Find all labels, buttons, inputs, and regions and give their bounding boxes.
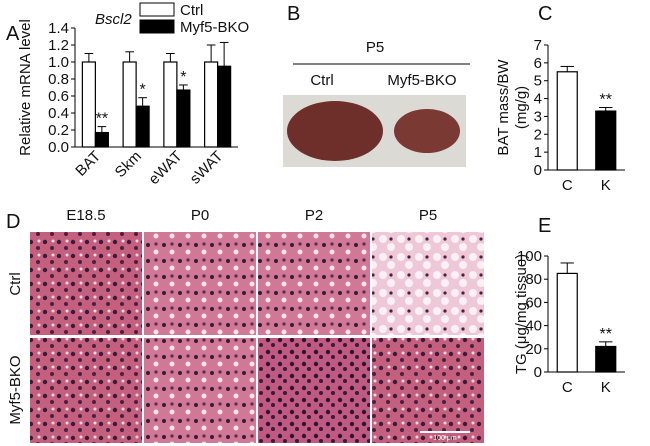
y-tick-label: 0.8 [48,71,69,88]
legend-label: Myf5-BKO [180,19,249,36]
y-axis-label: (mg/g) [513,86,530,129]
y-axis-label: Relative mRNA level [17,19,34,156]
bar [217,65,232,148]
micrograph [144,232,256,335]
annotation: * [180,69,186,86]
row-label: Myf5-BKO [7,355,24,424]
y-tick-label: 0 [534,364,542,381]
bar [135,105,150,148]
tissue [287,101,383,161]
y-tick-label: 1 [534,144,542,161]
micrograph [258,338,370,443]
bar [94,131,109,148]
x-tick-label: BAT [72,148,104,180]
y-tick-label: 0.6 [48,88,69,105]
y-tick-label: 3 [534,108,542,125]
y-tick-label: 100 [517,248,542,265]
x-tick-label: C [562,177,573,194]
panel-b-label: Ctrl [310,72,333,89]
bar [176,89,191,148]
micrograph [144,338,256,443]
subtitle: Bscl2 [95,11,132,28]
histology-grid: 100 μm [30,232,484,443]
annotation: * [140,82,146,99]
row-label: Ctrl [7,272,24,295]
y-tick-label: 0.0 [48,139,69,156]
y-axis-label: BAT mass/BW [495,59,512,156]
panel-b-label: Myf5-BKO [387,72,456,89]
column-label: P0 [191,207,209,224]
column-label: P5 [419,207,437,224]
panel-label: C [538,3,552,25]
micrograph [372,338,484,443]
bar [163,61,178,148]
micrograph [30,232,142,335]
annotation: ** [96,111,108,128]
y-tick-label: 5 [534,73,542,90]
bar [122,61,137,148]
bar [556,272,578,373]
y-tick-label: 40 [525,318,542,335]
x-tick-label: eWAT [145,148,185,188]
annotation: ** [600,326,612,343]
x-tick-label: K [601,379,611,396]
panel-label: E [538,215,551,237]
y-tick-label: 6 [534,55,542,72]
x-tick-label: Skm [112,148,145,181]
bar [204,61,219,148]
column-label: E18.5 [66,207,105,224]
x-tick-label: C [562,379,573,396]
panel-label: A [6,23,20,45]
y-tick-label: 0.2 [48,122,69,139]
y-tick-label: 20 [525,341,542,358]
micrograph [372,232,484,335]
y-tick-label: 0 [534,162,542,179]
micrograph [30,338,142,443]
tissue [394,109,460,153]
y-tick-label: 60 [525,294,542,311]
y-tick-label: 1.2 [48,37,69,54]
panel-label: B [287,3,300,25]
micrograph [258,232,370,335]
bar [556,71,578,171]
scale-bar-label: 100 μm [433,435,457,442]
y-tick-label: 1.4 [48,20,69,37]
y-tick-label: 4 [534,91,542,108]
y-tick-label: 1.0 [48,54,69,71]
legend-label: Ctrl [180,2,203,19]
y-tick-label: 2 [534,126,542,143]
bar [595,110,617,171]
y-tick-label: 0.4 [48,105,69,122]
y-tick-label: 7 [534,37,542,54]
legend-swatch [139,2,175,17]
x-tick-label: K [601,177,611,194]
panel-b-title: P5 [366,39,384,56]
bar [595,345,617,373]
x-tick-label: sWAT [187,148,227,188]
annotation: ** [600,92,612,109]
panel-label: D [6,211,20,233]
y-axis-label: TG (μg/mg tissue) [513,254,530,374]
bar [81,61,96,148]
column-label: P2 [305,207,323,224]
legend-swatch [139,19,175,34]
y-tick-label: 80 [525,271,542,288]
